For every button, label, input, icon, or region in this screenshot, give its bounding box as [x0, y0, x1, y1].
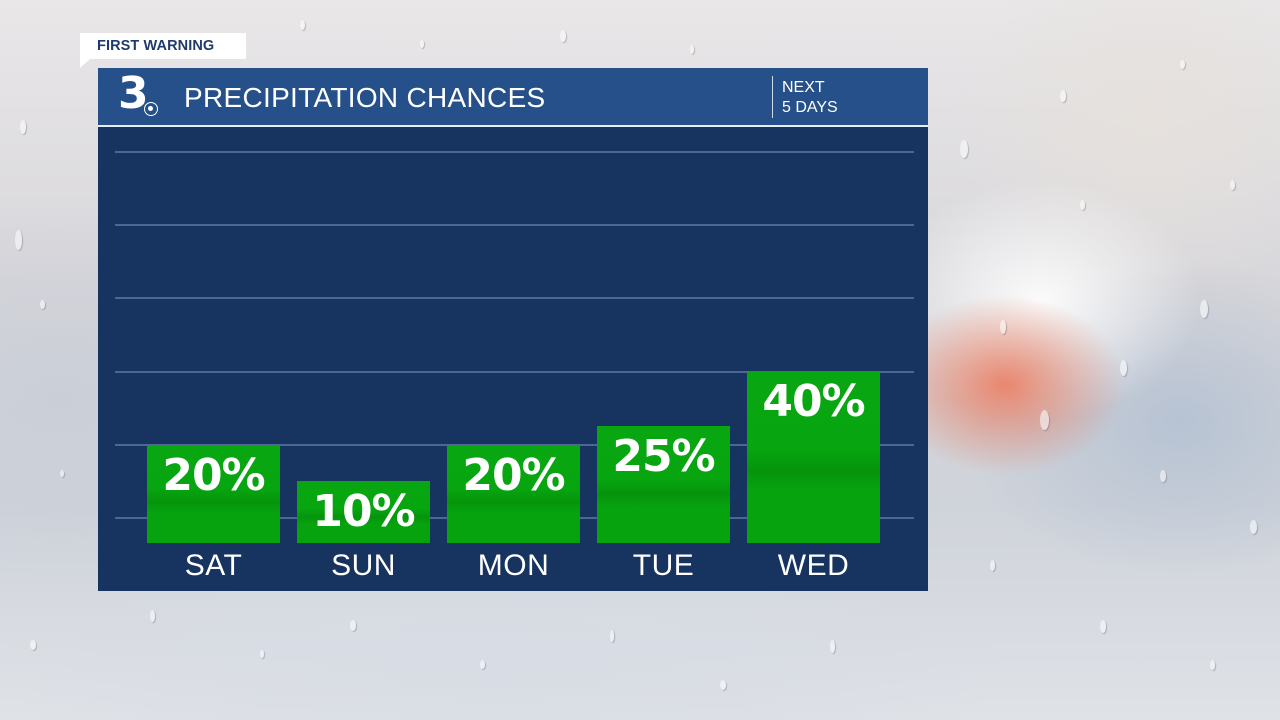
bar-value: 40% — [762, 376, 865, 427]
panel-header: 3 PRECIPITATION CHANCES NEXT 5 DAYS — [98, 68, 928, 127]
precipitation-chart-panel: 3 PRECIPITATION CHANCES NEXT 5 DAYS 20% … — [98, 68, 928, 591]
bar-mon: 20% — [447, 445, 580, 543]
day-label-sat: SAT — [184, 549, 243, 582]
bar-value: 25% — [612, 431, 715, 482]
tag-tail — [80, 59, 90, 68]
channel-number: 3 — [118, 68, 149, 119]
station-logo: 3 — [118, 70, 164, 120]
day-label-tue: TUE — [632, 549, 695, 582]
first-warning-tag: FIRST WARNING — [80, 33, 246, 59]
gridline — [115, 371, 914, 373]
bar-value: 20% — [462, 450, 565, 501]
bar-wed: 40% — [747, 371, 880, 543]
gridline — [115, 224, 914, 226]
day-label-wed: WED — [777, 549, 850, 582]
cbs-eye-icon — [144, 102, 158, 116]
day-label-mon: MON — [477, 549, 550, 582]
bar-sat: 20% — [147, 445, 280, 543]
range-line-2: 5 DAYS — [782, 99, 838, 116]
chart-title: PRECIPITATION CHANCES — [184, 82, 546, 113]
bar-value: 10% — [312, 486, 415, 537]
range-line-1: NEXT — [782, 79, 825, 96]
forecast-range: NEXT 5 DAYS — [782, 78, 838, 118]
header-divider — [772, 76, 773, 118]
bar-sun: 10% — [297, 481, 430, 543]
bar-tue: 25% — [597, 426, 730, 543]
gridline — [115, 297, 914, 299]
gridline — [115, 151, 914, 153]
day-label-sun: SUN — [331, 549, 396, 582]
bar-value: 20% — [162, 450, 265, 501]
